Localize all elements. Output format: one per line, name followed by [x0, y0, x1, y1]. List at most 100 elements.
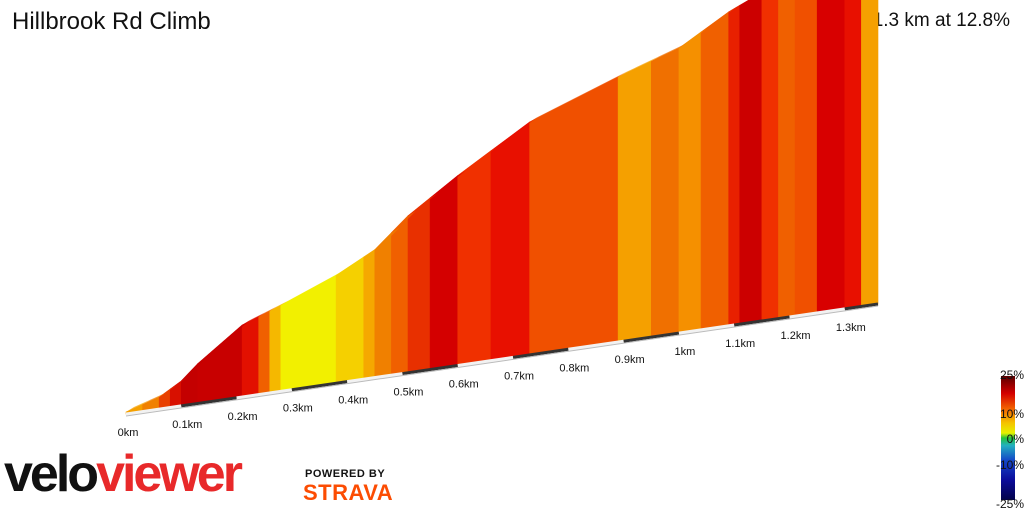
baseline-segment: [125, 404, 182, 416]
gradient-segment: [335, 256, 365, 384]
gradient-segment: [280, 274, 337, 392]
profile-rim-segment: [280, 270, 345, 306]
profile-faces: [125, 0, 879, 415]
scale-label-0: 0%: [1006, 432, 1024, 446]
distance-tick-label: 0.7km: [504, 370, 534, 382]
profile-rim-segment: [651, 43, 687, 62]
page-title: Hillbrook Rd Climb: [12, 8, 211, 35]
profile-rim-segment: [490, 116, 538, 151]
baseline-segment: [346, 372, 403, 384]
profile-rim-segment: [391, 210, 416, 233]
gradient-segment: [650, 47, 680, 338]
gradient-segment: [363, 249, 376, 380]
gradient-segment: [529, 76, 619, 356]
gradient-segment: [258, 310, 271, 395]
profile-rim-segment: [618, 56, 660, 78]
powered-by-label: POWERED BY: [305, 468, 386, 480]
gradient-segment: [739, 0, 763, 325]
gradient-segment: [407, 197, 431, 374]
baseline-segment: [181, 396, 237, 408]
profile-rim-segment: [363, 244, 383, 257]
strava-logo[interactable]: STRAVA: [303, 480, 394, 505]
gradient-segment: [490, 121, 530, 361]
profile-rim-segment: [457, 145, 499, 176]
baseline-edge: [125, 305, 879, 417]
baseline-segment: [678, 323, 735, 335]
gradient-segment: [700, 11, 730, 331]
gradient-segment: [269, 304, 282, 394]
gradient-segment: [374, 231, 392, 378]
distance-tick-label: 0.1km: [172, 419, 202, 431]
veloviewer-logo-viewer: viewer: [96, 445, 243, 503]
gradient-segment: [169, 380, 182, 408]
veloviewer-logo-velo: velo: [4, 445, 99, 503]
profile-rim-segment: [728, 0, 748, 12]
baseline-segment: [789, 307, 846, 319]
distance-tick-label: 1.1km: [725, 338, 755, 350]
profile-rim-segment: [529, 72, 627, 122]
profile-rim-segment: [701, 6, 737, 32]
gradient-segment: [728, 4, 741, 327]
profile-rim-segment: [170, 375, 190, 390]
gradient-segment: [617, 60, 652, 343]
distance-tick-label: 1.3km: [836, 322, 866, 334]
distance-tick-label: 0.5km: [393, 387, 423, 399]
climb-summary: 1.3 km at 12.8%: [872, 10, 1010, 31]
gradient-segment: [241, 316, 260, 398]
profile-rim-segment: [258, 305, 278, 317]
baseline-segment: [734, 315, 790, 327]
gradient-segment: [778, 0, 796, 319]
gradient-segment: [457, 150, 492, 366]
gradient-segment: [391, 215, 409, 376]
profile-rim-segment: [739, 0, 749, 6]
gradient-segment: [861, 0, 879, 307]
profile-rim-segment: [126, 399, 151, 412]
profile-rim-segment: [336, 251, 372, 276]
gradient-segment: [794, 0, 818, 317]
gradient-segment: [429, 174, 459, 370]
distance-tick-label: 0.9km: [615, 354, 645, 366]
gradient-segment: [197, 324, 243, 404]
gradient-segment: [816, 0, 846, 314]
scale-label-10: 10%: [999, 407, 1024, 421]
gradient-segment: [678, 31, 702, 334]
gradient-segment: [158, 388, 171, 410]
distance-tick-label: 0.3km: [283, 403, 313, 415]
gradient-scale-bar: [1001, 376, 1015, 500]
profile-rim-segment: [678, 26, 710, 49]
distance-tick-label: 1km: [675, 346, 696, 358]
scale-label-minus10: -10%: [995, 458, 1024, 472]
baseline-segment: [402, 363, 458, 376]
profile-rim-segment: [159, 384, 179, 398]
profile-rim-segment: [181, 358, 206, 381]
profile-rim-segment: [374, 227, 400, 250]
baseline-segment: [844, 302, 879, 311]
distance-tick-label: 0.8km: [559, 362, 589, 374]
baseline-segment: [457, 355, 514, 367]
profile-rim-segment: [269, 300, 289, 311]
profile-topline: [126, 0, 749, 412]
distance-tick-label: 0.4km: [338, 395, 368, 407]
baseline-segment: [291, 380, 348, 392]
gradient-segment: [180, 362, 199, 407]
profile-rim-segment: [197, 320, 251, 364]
profile-baseline: [125, 302, 879, 417]
baseline-segment: [512, 347, 569, 359]
distance-tick-label: 0.2km: [228, 411, 258, 423]
gradient-segment: [761, 0, 779, 322]
profile-rim-segment: [408, 192, 439, 216]
baseline-segment: [568, 339, 624, 351]
scale-label-minus25: -25%: [995, 497, 1024, 511]
profile-rim-segment: [142, 392, 168, 405]
veloviewer-logo[interactable]: veloviewer: [4, 444, 243, 504]
distance-axis: 0km 0.1km 0.2km 0.3km 0.4km 0.5km 0.6km 0.7km 0.…: [118, 322, 866, 439]
profile-rim-segment: [242, 311, 267, 326]
scale-label-25: 25%: [999, 368, 1024, 382]
distance-tick-label: 1.2km: [781, 330, 811, 342]
distance-tick-label: 0.6km: [449, 378, 479, 390]
profile-rim-segment: [430, 170, 466, 198]
distance-tick-label: 0km: [118, 427, 139, 439]
gradient-segment: [844, 0, 862, 310]
baseline-segment: [623, 331, 680, 343]
